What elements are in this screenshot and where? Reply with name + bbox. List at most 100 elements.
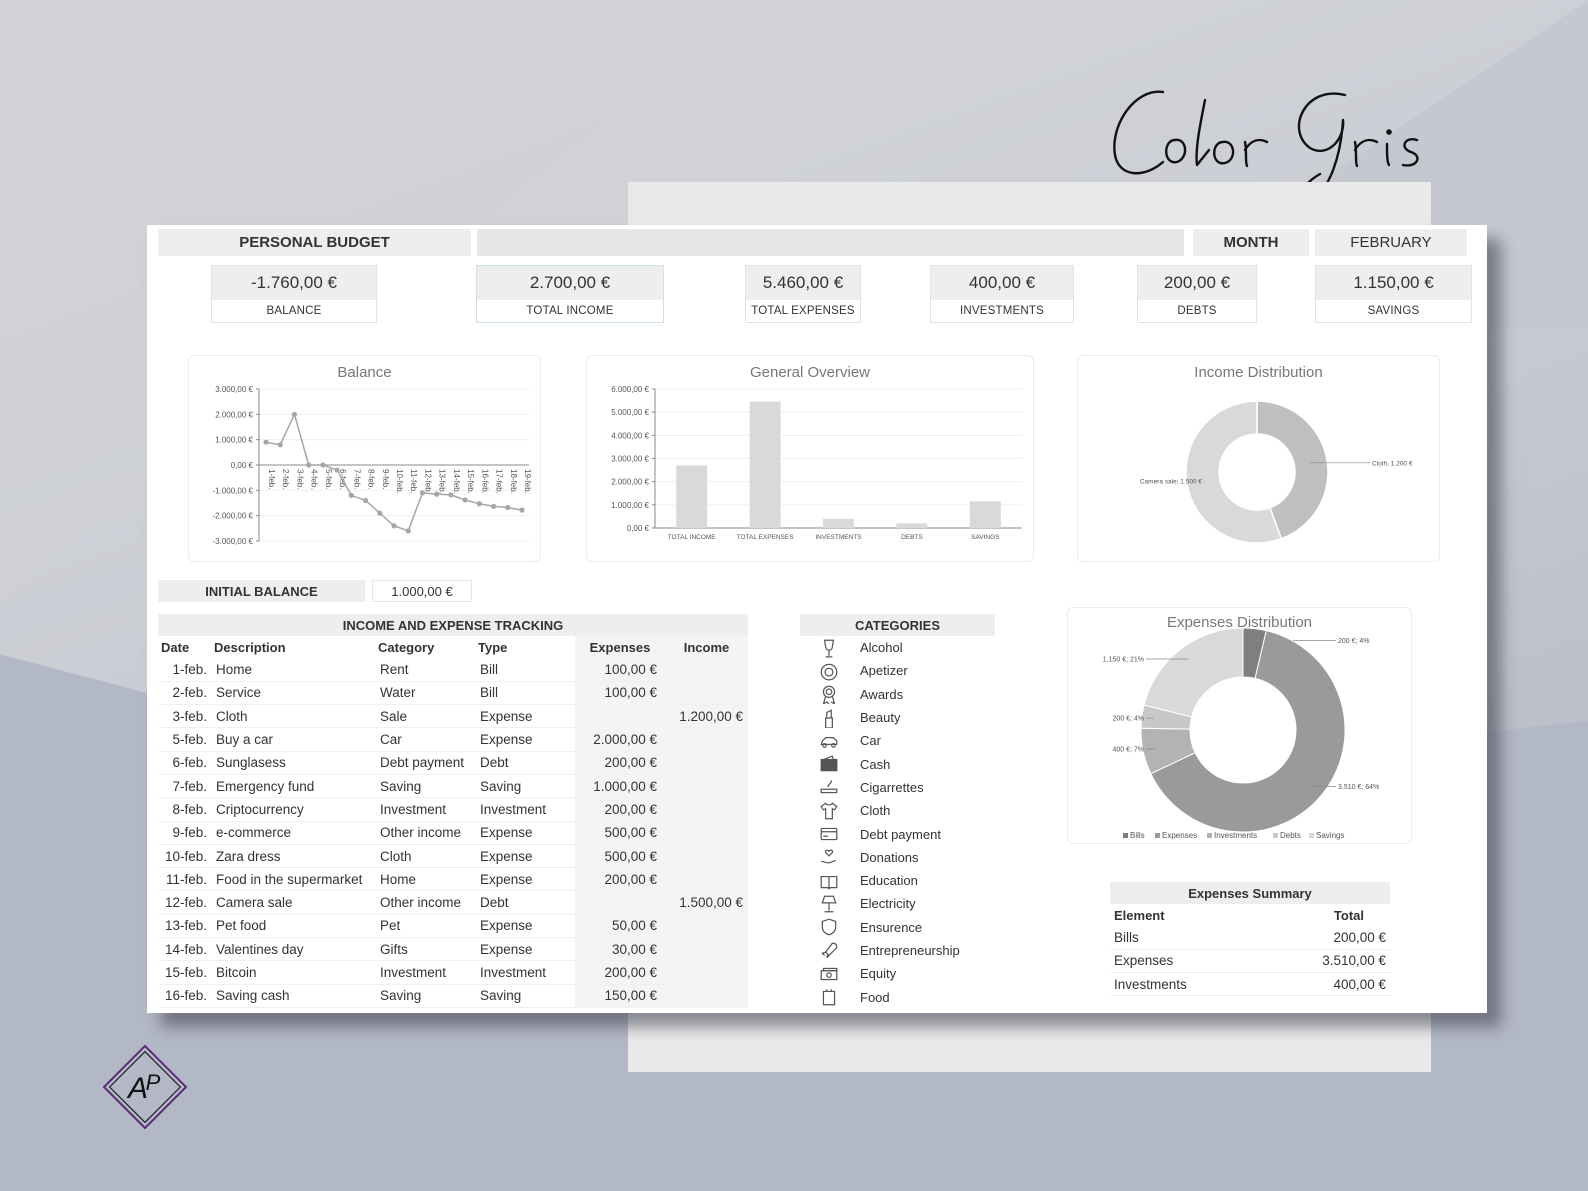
cell-date[interactable]: 2-feb. bbox=[158, 681, 211, 706]
cell-date[interactable]: 8-feb. bbox=[158, 797, 211, 822]
cell-date[interactable]: 7-feb. bbox=[158, 774, 211, 799]
cell-date[interactable]: 5-feb. bbox=[158, 727, 211, 752]
table-row[interactable]: 11-feb. Food in the supermarket Home Expens… bbox=[158, 867, 748, 892]
table-row[interactable]: 1-feb. Home Rent Bill 100,00 € bbox=[158, 658, 748, 682]
cell-description[interactable]: Zara dress bbox=[211, 844, 375, 869]
cell-date[interactable]: 13-feb. bbox=[158, 914, 211, 939]
category-item[interactable]: Cloth bbox=[800, 799, 995, 822]
cell-expenses[interactable]: 200,00 € bbox=[575, 751, 662, 775]
cell-date[interactable]: 6-feb. bbox=[158, 751, 211, 775]
month-selector[interactable]: FEBRUARY bbox=[1315, 229, 1467, 256]
cell-expenses[interactable]: 200,00 € bbox=[575, 797, 662, 822]
category-item[interactable]: Beauty bbox=[800, 706, 995, 729]
table-row[interactable]: 5-feb. Buy a car Car Expense 2.000,00 € bbox=[158, 727, 748, 752]
cell-date[interactable]: 3-feb. bbox=[158, 704, 211, 729]
category-item[interactable]: Donations bbox=[800, 846, 995, 869]
cell-income[interactable] bbox=[662, 797, 748, 822]
cell-type[interactable]: Investment bbox=[475, 797, 575, 822]
cell-income[interactable] bbox=[662, 867, 748, 892]
category-item[interactable]: Ensurence bbox=[800, 916, 995, 939]
cell-description[interactable]: Camera sale bbox=[211, 890, 375, 915]
cell-expenses[interactable]: 50,00 € bbox=[575, 914, 662, 939]
cell-date[interactable]: 10-feb. bbox=[158, 844, 211, 869]
category-item[interactable]: Debt payment bbox=[800, 822, 995, 845]
category-item[interactable]: Entrepreneurship bbox=[800, 939, 995, 962]
table-row[interactable]: 9-feb. e-commerce Other income Expense 500,0… bbox=[158, 821, 748, 845]
cell-category[interactable]: Debt payment bbox=[375, 751, 475, 775]
table-row[interactable]: 7-feb. Emergency fund Saving Saving 1.000,00… bbox=[158, 774, 748, 799]
cell-expenses[interactable]: 200,00 € bbox=[575, 867, 662, 892]
cell-category[interactable]: Rent bbox=[375, 658, 475, 682]
cell-expenses[interactable]: 100,00 € bbox=[575, 681, 662, 706]
cell-income[interactable] bbox=[662, 681, 748, 706]
table-row[interactable]: 15-feb. Bitcoin Investment Investment 200,00… bbox=[158, 960, 748, 985]
cell-description[interactable]: Valentines day bbox=[211, 937, 375, 962]
cell-expenses[interactable]: 150,00 € bbox=[575, 984, 662, 1008]
cell-type[interactable]: Debt bbox=[475, 890, 575, 915]
cell-type[interactable]: Expense bbox=[475, 727, 575, 752]
cell-category[interactable]: Pet bbox=[375, 914, 475, 939]
cell-description[interactable]: Emergency fund bbox=[211, 774, 375, 799]
cell-income[interactable] bbox=[662, 937, 748, 962]
cell-description[interactable]: Sunglasess bbox=[211, 751, 375, 775]
category-item[interactable]: Education bbox=[800, 869, 995, 892]
cell-income[interactable]: 1.500,00 € bbox=[662, 890, 748, 915]
cell-category[interactable]: Saving bbox=[375, 774, 475, 799]
cell-income[interactable] bbox=[662, 774, 748, 799]
cell-expenses[interactable]: 500,00 € bbox=[575, 844, 662, 869]
cell-category[interactable]: Car bbox=[375, 727, 475, 752]
category-item[interactable]: Car bbox=[800, 729, 995, 752]
cell-description[interactable]: Home bbox=[211, 658, 375, 682]
cell-description[interactable]: Pet food bbox=[211, 914, 375, 939]
cell-date[interactable]: 1-feb. bbox=[158, 658, 211, 682]
cell-date[interactable]: 12-feb. bbox=[158, 890, 211, 915]
table-row[interactable]: 2-feb. Service Water Bill 100,00 € bbox=[158, 681, 748, 706]
cell-expenses[interactable]: 100,00 € bbox=[575, 658, 662, 682]
cell-type[interactable]: Expense bbox=[475, 937, 575, 962]
category-item[interactable]: Apetizer bbox=[800, 659, 995, 682]
category-item[interactable]: Electricity bbox=[800, 892, 995, 915]
cell-category[interactable]: Cloth bbox=[375, 844, 475, 869]
table-row[interactable]: 13-feb. Pet food Pet Expense 50,00 € bbox=[158, 914, 748, 939]
cell-expenses[interactable]: 30,00 € bbox=[575, 937, 662, 962]
category-item[interactable]: Alcohol bbox=[800, 636, 995, 659]
cell-category[interactable]: Investment bbox=[375, 797, 475, 822]
cell-description[interactable]: Bitcoin bbox=[211, 960, 375, 985]
cell-description[interactable]: Food in the supermarket bbox=[211, 867, 375, 892]
cell-description[interactable]: Cloth bbox=[211, 704, 375, 729]
cell-type[interactable]: Saving bbox=[475, 984, 575, 1008]
category-item[interactable]: Food bbox=[800, 985, 995, 1008]
cell-date[interactable]: 15-feb. bbox=[158, 960, 211, 985]
cell-category[interactable]: Sale bbox=[375, 704, 475, 729]
table-row[interactable]: 6-feb. Sunglasess Debt payment Debt 200,00 € bbox=[158, 751, 748, 775]
table-row[interactable]: 16-feb. Saving cash Saving Saving 150,00 € bbox=[158, 984, 748, 1008]
cell-description[interactable]: Buy a car bbox=[211, 727, 375, 752]
cell-description[interactable]: Service bbox=[211, 681, 375, 706]
cell-date[interactable]: 11-feb. bbox=[158, 867, 211, 892]
table-row[interactable]: 14-feb. Valentines day Gifts Expense 30,00 € bbox=[158, 937, 748, 962]
cell-type[interactable]: Bill bbox=[475, 681, 575, 706]
cell-expenses[interactable]: 1.000,00 € bbox=[575, 774, 662, 799]
cell-category[interactable]: Home bbox=[375, 867, 475, 892]
initial-balance-input[interactable]: 1.000,00 € bbox=[372, 580, 472, 602]
cell-date[interactable]: 16-feb. bbox=[158, 984, 211, 1008]
cell-type[interactable]: Expense bbox=[475, 867, 575, 892]
cell-type[interactable]: Saving bbox=[475, 774, 575, 799]
cell-date[interactable]: 14-feb. bbox=[158, 937, 211, 962]
category-item[interactable]: Cigarrettes bbox=[800, 776, 995, 799]
cell-category[interactable]: Saving bbox=[375, 984, 475, 1008]
cell-category[interactable]: Investment bbox=[375, 960, 475, 985]
cell-category[interactable]: Gifts bbox=[375, 937, 475, 962]
cell-description[interactable]: e-commerce bbox=[211, 821, 375, 845]
cell-type[interactable]: Expense bbox=[475, 821, 575, 845]
cell-description[interactable]: Criptocurrency bbox=[211, 797, 375, 822]
cell-income[interactable] bbox=[662, 658, 748, 682]
cell-income[interactable] bbox=[662, 821, 748, 845]
cell-category[interactable]: Water bbox=[375, 681, 475, 706]
cell-income[interactable] bbox=[662, 960, 748, 985]
cell-date[interactable]: 9-feb. bbox=[158, 821, 211, 845]
category-item[interactable]: Awards bbox=[800, 683, 995, 706]
category-item[interactable]: Equity bbox=[800, 962, 995, 985]
cell-expenses[interactable] bbox=[575, 704, 662, 729]
cell-income[interactable] bbox=[662, 751, 748, 775]
